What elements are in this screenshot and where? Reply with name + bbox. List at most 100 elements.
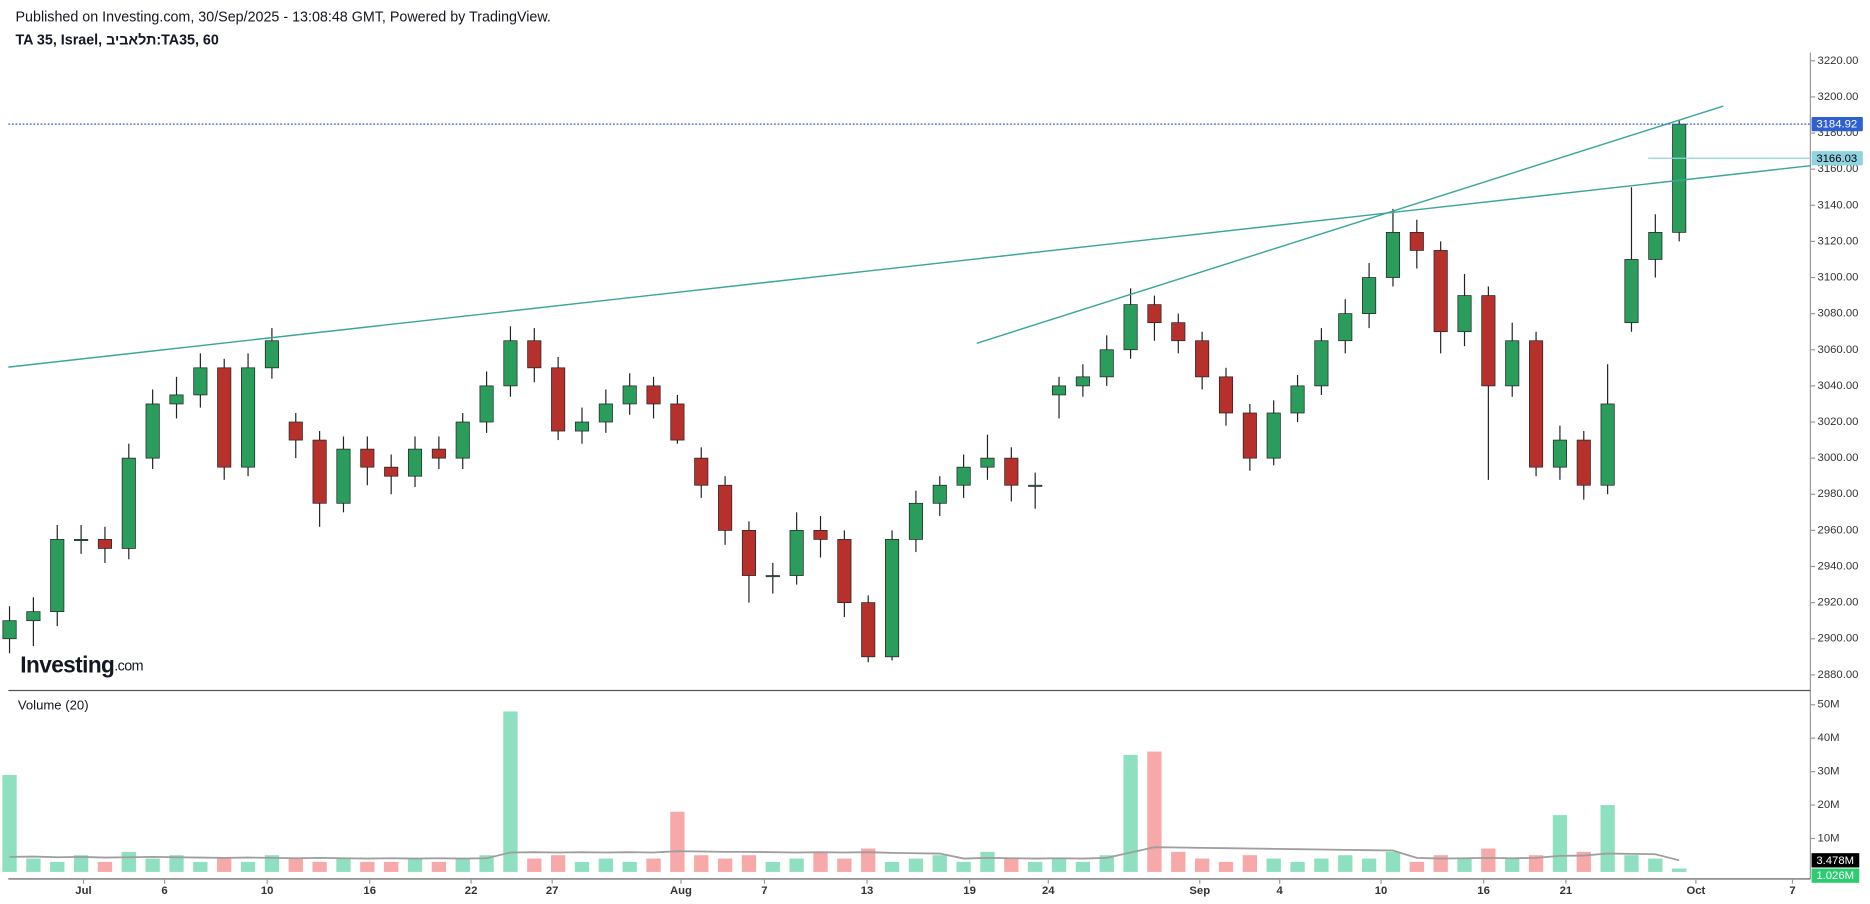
candle-body	[336, 448, 351, 504]
candle-body	[908, 502, 923, 540]
volume-bar	[598, 858, 613, 872]
volume-bar	[1361, 858, 1377, 872]
x-tick-label: 19	[963, 885, 976, 897]
volume-bar	[741, 855, 757, 872]
volume-bar	[50, 861, 65, 872]
price-label-box	[1811, 151, 1863, 166]
candle-body	[789, 530, 804, 576]
candle-body	[694, 457, 709, 486]
candle-body	[598, 403, 613, 423]
candle-body	[765, 575, 780, 578]
logo-brand: Investing	[20, 652, 114, 678]
candle-body	[1552, 439, 1567, 468]
volume-bar	[1266, 858, 1281, 872]
candle-body	[622, 385, 637, 405]
volume-bar	[2, 774, 17, 872]
volume-bar	[980, 851, 995, 872]
logo-suffix: .com	[114, 658, 143, 674]
candle-body	[384, 466, 399, 477]
candle-body	[217, 367, 232, 468]
candle-body	[1481, 295, 1496, 387]
x-tick-label: 27	[546, 885, 559, 897]
candle-body	[1362, 277, 1377, 315]
x-tick-label: 6	[161, 885, 167, 897]
candle-body	[1075, 376, 1090, 387]
volume-last-label-box	[1811, 868, 1860, 883]
candle-body	[1195, 340, 1210, 378]
volume-bar	[1147, 751, 1162, 872]
volume-bar	[884, 861, 900, 872]
price-label: 3184.92	[1816, 119, 1857, 131]
candle-body	[861, 602, 876, 658]
volume-bar	[908, 858, 924, 872]
volume-bar	[217, 858, 232, 872]
volume-bar	[1648, 858, 1663, 872]
volume-bar	[717, 858, 733, 872]
volume-bar	[1481, 848, 1496, 872]
volume-bar	[121, 851, 136, 872]
candle-body	[1218, 376, 1234, 414]
volume-bar	[622, 861, 637, 872]
candle-body	[1290, 385, 1305, 414]
candle-body	[574, 421, 590, 432]
volume-bar	[1218, 861, 1234, 872]
candle-body	[1505, 340, 1520, 387]
candle-body	[74, 539, 89, 541]
volume-y-tick-label: 50M	[1818, 699, 1840, 711]
volume-bar	[193, 861, 208, 872]
candle-body	[1600, 403, 1615, 486]
volume-bar	[264, 855, 280, 872]
volume-bar	[574, 861, 590, 872]
volume-title: Volume (20)	[18, 697, 89, 712]
volume-ma-label: 3.478M	[1816, 855, 1854, 867]
candle-body	[479, 385, 494, 423]
candle-body	[169, 394, 184, 405]
volume-bar	[1624, 855, 1639, 872]
candle-body	[264, 340, 279, 369]
volume-bar	[1672, 868, 1687, 872]
volume-bar	[1528, 855, 1544, 872]
volume-bar	[550, 855, 566, 872]
candle-body	[1648, 232, 1663, 260]
candle-body	[527, 340, 542, 369]
x-tick-label: 10	[1375, 885, 1388, 897]
volume-y-tick-label: 10M	[1818, 832, 1840, 844]
y-tick-label: 3140.00	[1818, 199, 1859, 211]
x-tick-label: 16	[363, 885, 376, 897]
volume-bar	[861, 848, 876, 872]
candle-body	[718, 484, 733, 531]
y-tick-label: 2900.00	[1818, 633, 1859, 645]
volume-bar	[1028, 861, 1043, 872]
y-tick-label: 2880.00	[1818, 669, 1859, 681]
candle-body	[1051, 385, 1067, 396]
x-tick-label: 21	[1560, 885, 1573, 897]
x-tick-label: 13	[861, 885, 874, 897]
candle-body	[121, 457, 136, 549]
volume-bar	[240, 861, 256, 872]
candle-body	[837, 539, 852, 603]
volume-bar	[455, 858, 470, 872]
volume-y-tick-label: 20M	[1818, 799, 1840, 811]
volume-bar	[407, 858, 423, 872]
y-tick-label: 2920.00	[1818, 597, 1859, 609]
x-tick-label: Jul	[75, 885, 91, 897]
y-tick-label: 3020.00	[1818, 416, 1859, 428]
volume-bar	[837, 858, 852, 872]
volume-bar	[1290, 861, 1305, 872]
candle-body	[1099, 349, 1114, 378]
x-tick-label: 24	[1042, 885, 1055, 897]
volume-bar	[97, 861, 113, 872]
volume-bar	[1075, 861, 1091, 872]
x-tick-label: 22	[465, 885, 478, 897]
volume-bar	[431, 861, 447, 872]
candle-body	[431, 448, 446, 459]
candle-body	[2, 620, 17, 640]
candle-body	[932, 484, 947, 504]
candle-body	[193, 367, 208, 396]
volume-bar	[527, 858, 542, 872]
candle-body	[1147, 304, 1162, 324]
price-label-box	[1811, 116, 1863, 132]
candle-body	[741, 530, 756, 576]
